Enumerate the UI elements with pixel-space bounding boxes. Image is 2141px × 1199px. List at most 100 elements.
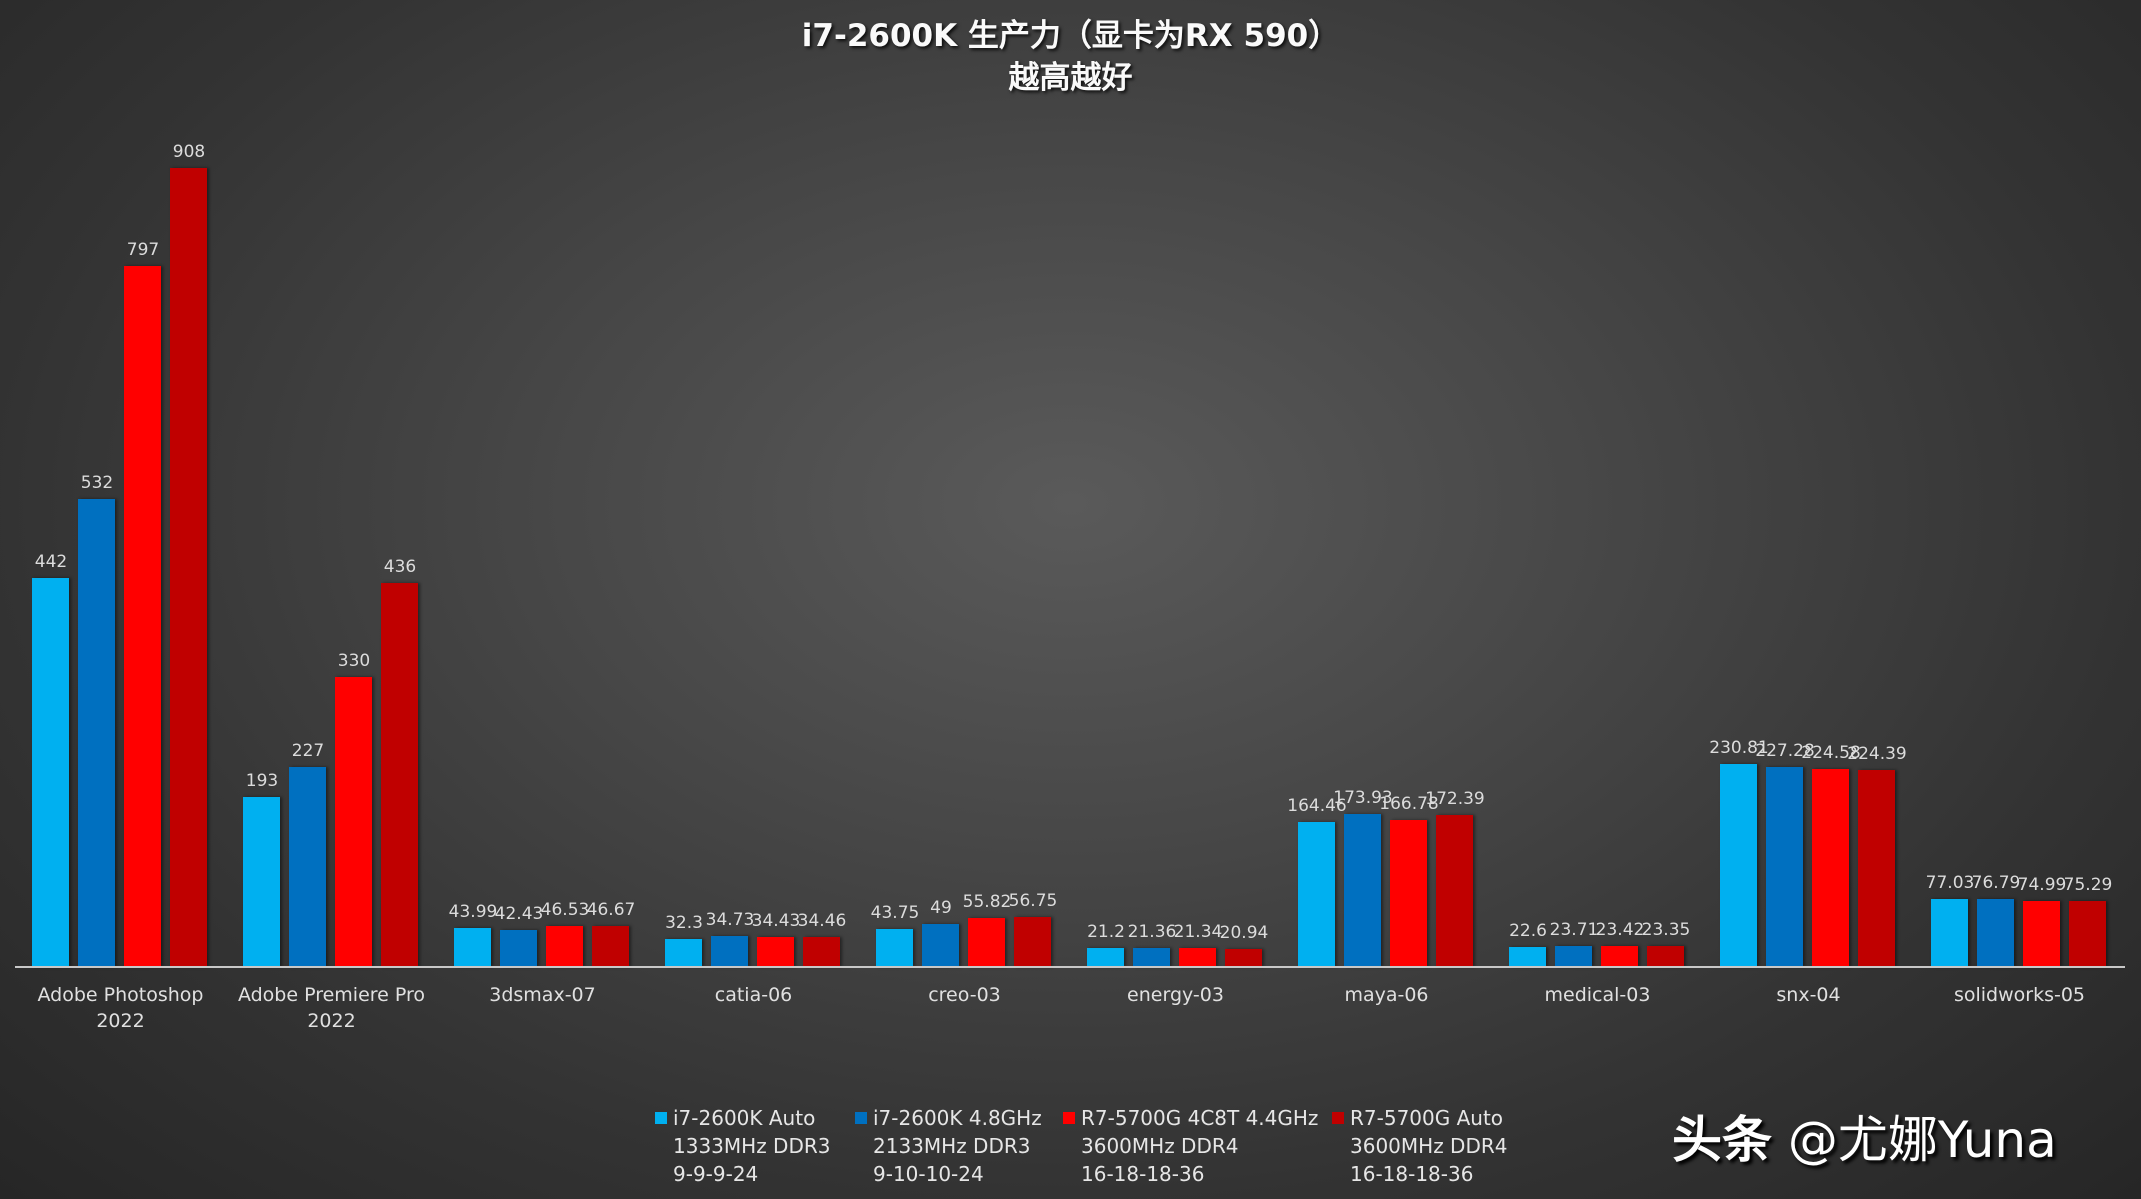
- bar: [289, 767, 326, 967]
- bar: [335, 676, 372, 967]
- bar: [922, 923, 959, 967]
- bar-group: 193 227 330 436: [226, 100, 437, 967]
- bar: [1766, 767, 1803, 967]
- data-label: 193: [245, 771, 279, 792]
- bar: [381, 583, 418, 967]
- bar: [32, 578, 69, 967]
- data-label: 43.75: [870, 902, 920, 923]
- data-label: 77.03: [1925, 873, 1975, 894]
- bar: [1014, 917, 1051, 967]
- legend-text: R7-5700G 4C8T 4.4GHz: [1063, 1104, 1318, 1132]
- bar: [757, 936, 794, 967]
- legend-text: i7-2600K Auto: [655, 1104, 830, 1132]
- bar: [1601, 946, 1638, 967]
- bar: [1509, 947, 1546, 967]
- data-label: 56.75: [1008, 891, 1058, 912]
- data-label: 164.46: [1287, 796, 1347, 817]
- chart-subtitle: 越高越好: [1008, 60, 1133, 96]
- legend-swatch-icon: [655, 1112, 667, 1124]
- data-label: 227.28: [1755, 741, 1815, 762]
- data-label: 55.82: [962, 891, 1012, 912]
- legend-text: 9-10-10-24: [873, 1162, 984, 1186]
- legend-text: 16-18-18-36: [1081, 1162, 1205, 1186]
- x-axis-line: [15, 966, 2125, 968]
- bar: [1977, 899, 2014, 967]
- legend-swatch-icon: [855, 1112, 867, 1124]
- bar-group: 43.99 42.43 46.53 46.67: [437, 100, 648, 967]
- data-label: 230.81: [1709, 737, 1769, 758]
- bar: [2069, 900, 2106, 967]
- data-label: 21.34: [1173, 922, 1223, 943]
- data-label: 224.39: [1847, 743, 1907, 764]
- bar: [1720, 763, 1757, 967]
- category-label: 3dsmax-07: [489, 984, 596, 1006]
- bar-group: 43.75 49 55.82 56.75: [859, 100, 1070, 967]
- bar-group: 21.2 21.36 21.34 20.94: [1070, 100, 1281, 967]
- data-label: 436: [383, 557, 417, 578]
- bar: [243, 797, 280, 967]
- bar: [1344, 813, 1381, 967]
- bar: [454, 928, 491, 967]
- bar: [2023, 901, 2060, 967]
- data-label: 20.94: [1219, 922, 1269, 943]
- data-label: 227: [291, 741, 325, 762]
- data-label: 34.73: [705, 910, 755, 931]
- bar: [1390, 820, 1427, 967]
- bar-group: 442 532 797 908: [15, 100, 226, 967]
- data-label: 173.93: [1333, 787, 1393, 808]
- legend-text: 16-18-18-36: [1350, 1162, 1474, 1186]
- bar: [1555, 946, 1592, 967]
- data-label: 532: [80, 472, 114, 493]
- bar: [1858, 769, 1895, 967]
- legend-item: i7-2600K Auto 1333MHz DDR3 9-9-9-24: [655, 1104, 830, 1188]
- bar: [170, 168, 207, 967]
- bar: [1647, 946, 1684, 967]
- bar-group: 164.46 173.93 166.78 172.39: [1281, 100, 1492, 967]
- data-label: 32.3: [665, 912, 703, 933]
- data-label: 22.6: [1509, 921, 1547, 942]
- data-label: 330: [337, 650, 371, 671]
- bar: [78, 498, 115, 967]
- watermark-handle: @尤娜Yuna: [1787, 1111, 2057, 1169]
- legend-text: 3600MHz DDR4: [1350, 1134, 1508, 1158]
- legend-swatch-icon: [1063, 1112, 1075, 1124]
- bar: [1133, 948, 1170, 967]
- bar-group: 32.3 34.73 34.43 34.46: [648, 100, 859, 967]
- legend-swatch-icon: [1332, 1112, 1344, 1124]
- bar: [1225, 948, 1262, 967]
- category-label: maya-06: [1344, 984, 1429, 1006]
- bar: [665, 938, 702, 967]
- data-label: 224.58: [1801, 743, 1861, 764]
- legend-text: R7-5700G Auto: [1332, 1104, 1507, 1132]
- data-label: 34.43: [751, 910, 801, 931]
- bar: [500, 929, 537, 967]
- data-label: 74.99: [2017, 875, 2067, 896]
- data-label: 46.67: [586, 899, 636, 920]
- data-label: 23.71: [1549, 920, 1599, 941]
- category-label: energy-03: [1127, 984, 1224, 1006]
- bar-group: 22.6 23.71 23.42 23.35: [1492, 100, 1703, 967]
- data-label: 76.79: [1971, 873, 2021, 894]
- watermark-platform: 头条: [1672, 1111, 1772, 1169]
- legend-text: 1333MHz DDR3: [673, 1134, 831, 1158]
- bar: [1436, 815, 1473, 967]
- watermark: 头条 @尤娜Yuna: [1672, 1100, 2057, 1172]
- data-label: 75.29: [2063, 874, 2113, 895]
- data-label: 43.99: [448, 902, 498, 923]
- bar-group: 77.03 76.79 74.99 75.29: [1914, 100, 2125, 967]
- bar: [1298, 822, 1335, 967]
- plot-area: 442 532 797 908 193 227 330 436 43.99 42.43 46.53 4…: [15, 100, 2125, 967]
- data-label: 46.53: [540, 900, 590, 921]
- bar: [124, 265, 161, 967]
- category-label: solidworks-05: [1953, 984, 2086, 1006]
- data-label: 23.42: [1595, 920, 1645, 941]
- data-label: 21.36: [1127, 922, 1177, 943]
- data-label: 42.43: [494, 903, 544, 924]
- category-label: Adobe Premiere Pro 2022: [237, 984, 426, 1032]
- legend-text: 3600MHz DDR4: [1081, 1134, 1239, 1158]
- data-label: 34.46: [797, 910, 847, 931]
- chart-title: i7-2600K 生产力（显卡为RX 590）: [801, 18, 1340, 54]
- data-label: 21.2: [1087, 922, 1125, 943]
- bar: [876, 928, 913, 967]
- data-label: 49: [930, 897, 952, 918]
